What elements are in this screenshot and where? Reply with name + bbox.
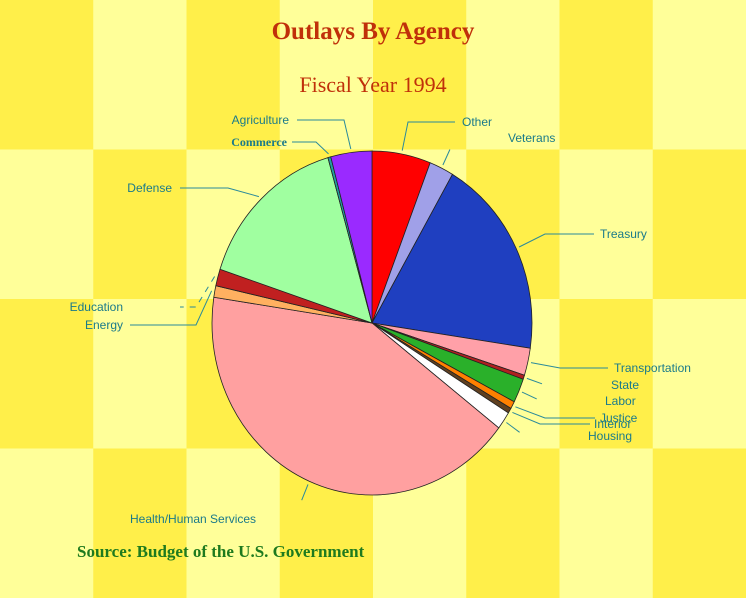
slice-label-state: State bbox=[611, 378, 639, 392]
leader-line bbox=[515, 406, 595, 419]
source-note: Source: Budget of the U.S. Government bbox=[77, 542, 365, 561]
slice-label-commerce: Commerce bbox=[231, 135, 287, 149]
leader-line bbox=[297, 119, 352, 150]
pie-slice-health-human-services bbox=[211, 296, 500, 496]
leader-line bbox=[512, 411, 590, 425]
leader-line bbox=[180, 187, 260, 198]
leader-line bbox=[301, 484, 309, 501]
leader-line bbox=[442, 149, 451, 166]
leader-line bbox=[530, 362, 608, 369]
leader-line bbox=[180, 276, 216, 308]
pie-slice-agriculture bbox=[330, 150, 373, 324]
chart-title: Outlays By Agency bbox=[271, 18, 475, 45]
chart-subtitle: Fiscal Year 1994 bbox=[299, 72, 447, 97]
slice-label-veterans: Veterans bbox=[508, 131, 555, 145]
slice-label-health-human-services: Health/Human Services bbox=[130, 512, 256, 526]
slice-label-energy: Energy bbox=[85, 318, 123, 332]
slice-label-transportation: Transportation bbox=[614, 361, 691, 375]
leader-line bbox=[292, 141, 329, 155]
slice-label-education: Education bbox=[70, 300, 123, 314]
leader-line bbox=[506, 422, 520, 433]
pie-slice-treasury bbox=[371, 173, 533, 349]
slice-label-treasury: Treasury bbox=[600, 227, 647, 241]
slice-label-other: Other bbox=[462, 115, 492, 129]
leader-line bbox=[526, 377, 543, 385]
leader-line bbox=[401, 121, 455, 151]
leader-line bbox=[521, 391, 537, 400]
slice-label-labor: Labor bbox=[605, 394, 636, 408]
leader-line bbox=[518, 233, 594, 248]
pie-slice-defense bbox=[219, 157, 373, 324]
slice-label-agriculture: Agriculture bbox=[232, 113, 290, 127]
slice-label-interior: Interior bbox=[594, 417, 631, 431]
slice-label-justice: Justice bbox=[600, 411, 638, 425]
slice-label-housing: Housing bbox=[588, 429, 632, 443]
slice-label-defense: Defense bbox=[127, 181, 172, 195]
leader-line bbox=[130, 290, 213, 326]
